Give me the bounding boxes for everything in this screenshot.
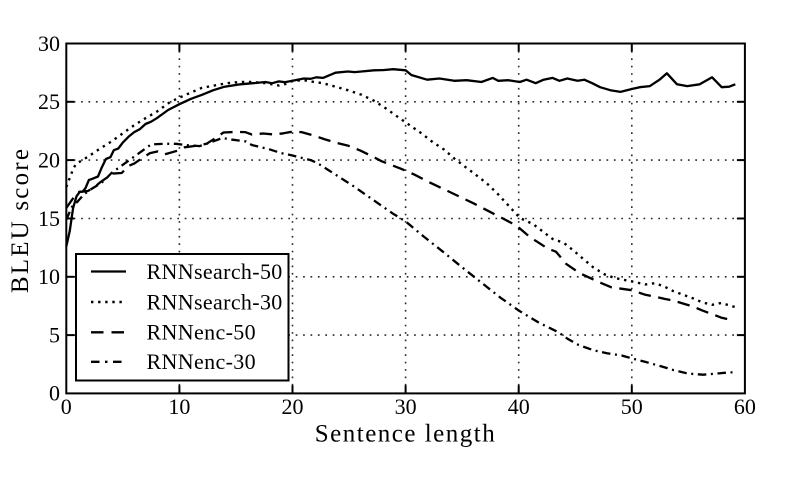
svg-text:20: 20 bbox=[282, 394, 304, 419]
svg-text:RNNenc-30: RNNenc-30 bbox=[147, 349, 256, 374]
svg-text:30: 30 bbox=[38, 31, 60, 56]
svg-text:BLEU score: BLEU score bbox=[7, 147, 34, 293]
svg-text:0: 0 bbox=[61, 394, 72, 419]
svg-text:50: 50 bbox=[621, 394, 643, 419]
svg-text:20: 20 bbox=[38, 147, 60, 172]
svg-text:0: 0 bbox=[49, 381, 60, 406]
svg-text:15: 15 bbox=[38, 206, 60, 231]
svg-text:30: 30 bbox=[395, 394, 417, 419]
svg-text:RNNsearch-30: RNNsearch-30 bbox=[147, 289, 283, 314]
svg-text:25: 25 bbox=[38, 89, 60, 114]
svg-text:RNNenc-50: RNNenc-50 bbox=[147, 320, 256, 345]
svg-text:60: 60 bbox=[734, 394, 756, 419]
svg-text:RNNsearch-50: RNNsearch-50 bbox=[147, 259, 283, 284]
svg-text:5: 5 bbox=[49, 322, 60, 347]
svg-text:40: 40 bbox=[508, 394, 530, 419]
svg-text:10: 10 bbox=[168, 394, 190, 419]
svg-text:10: 10 bbox=[38, 264, 60, 289]
svg-text:Sentence length: Sentence length bbox=[315, 420, 496, 447]
